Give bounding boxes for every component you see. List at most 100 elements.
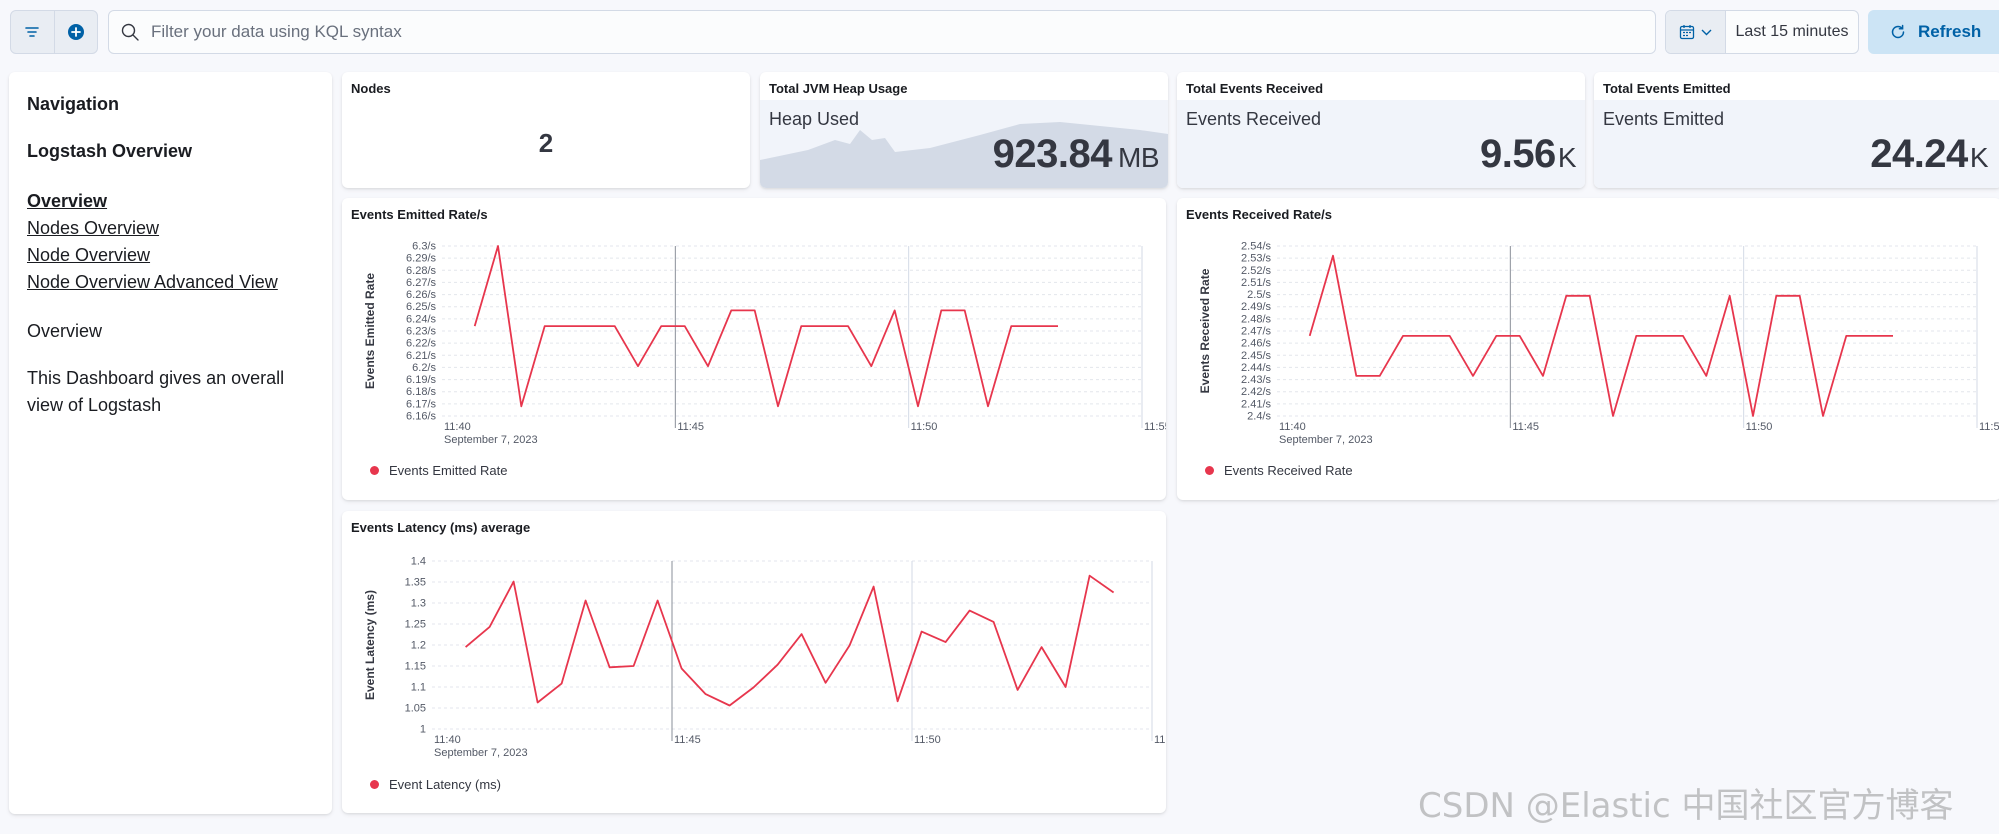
heap-value: 923.84 [992, 132, 1113, 176]
search-icon [121, 23, 139, 41]
y-tick-label: 2.41/s [1241, 398, 1271, 410]
heap-panel: Total JVM Heap Usage Heap Used 923.84 MB [760, 72, 1168, 188]
legend-label: Event Latency (ms) [389, 777, 501, 792]
latency-panel: Events Latency (ms) average 1 1.05 1.1 1.15… [342, 511, 1166, 813]
nav-link-node-overview[interactable]: Node Overview [27, 245, 151, 265]
y-tick-label: 6.28/s [406, 265, 436, 277]
filter-icon [25, 27, 40, 37]
y-tick-label: 6.22/s [406, 338, 436, 350]
metric-value: 923.84 MB [992, 132, 1160, 177]
x-tick-label: 11:40 [1279, 421, 1306, 433]
panel-title: Total Events Received [1186, 81, 1324, 96]
x-tick-label: 11:50 [911, 421, 938, 433]
chart-legend[interactable]: Events Emitted Rate [370, 463, 508, 478]
nodes-value: 2 [538, 128, 554, 158]
y-tick-label: 2.51/s [1241, 277, 1271, 289]
y-tick-label: 2.4/s [1247, 411, 1271, 423]
metric-background [1177, 100, 1585, 188]
chart-legend[interactable]: Event Latency (ms) [370, 777, 501, 792]
emitted-unit: K [1969, 142, 1989, 173]
emitted-rate-chart: 6.16/s6.17/s6.18/s6.19/s6.2/s6.21/s6.22/… [363, 241, 1166, 447]
x-tick-label: 11:45 [674, 734, 701, 746]
y-tick-label: 1.35 [405, 577, 426, 589]
x-tick-label: 11:50 [914, 734, 941, 746]
series-line[interactable] [473, 245, 1058, 408]
y-tick-label: 6.19/s [406, 374, 436, 386]
refresh-button[interactable]: Refresh [1868, 10, 1999, 54]
date-range-label[interactable]: Last 15 minutes [1735, 23, 1849, 40]
metric-value: 24.24K [1870, 132, 1988, 177]
y-tick-label: 1.4 [411, 556, 426, 568]
chevron-down-icon [1701, 29, 1712, 35]
x-tick-label: 11:55 [1979, 421, 1999, 433]
y-tick-label: 6.29/s [406, 253, 436, 265]
y-tick-label: 6.21/s [406, 350, 436, 362]
y-tick-label: 1.1 [411, 682, 426, 694]
x-tick-sublabel: September 7, 2023 [1279, 434, 1373, 446]
heap-unit: MB [1118, 142, 1160, 173]
emitted-value: 24.24 [1870, 132, 1968, 176]
navigation-subtitle: Logstash Overview [27, 141, 193, 161]
received-unit: K [1557, 142, 1577, 173]
y-tick-label: 2.46/s [1241, 338, 1271, 350]
y-tick-label: 6.26/s [406, 289, 436, 301]
x-tick-label: 11:40 [444, 421, 471, 433]
y-tick-label: 2.49/s [1241, 301, 1271, 313]
navigation-panel: Navigation Logstash Overview Overview No… [9, 72, 332, 814]
x-tick-label: 11:55 [1154, 734, 1166, 746]
y-axis-label: Event Latency (ms) [363, 590, 377, 700]
dashboard-description: This Dashboard gives an overall view of … [27, 368, 285, 415]
y-tick-label: 2.44/s [1241, 362, 1271, 374]
panel-title: Events Latency (ms) average [351, 520, 531, 535]
chart-legend[interactable]: Events Received Rate [1205, 463, 1353, 478]
panel-title: Total JVM Heap Usage [769, 81, 908, 96]
y-tick-label: 2.54/s [1241, 241, 1271, 253]
y-tick-label: 6.18/s [406, 386, 436, 398]
filter-controls [10, 10, 98, 54]
y-tick-label: 1.05 [405, 703, 426, 715]
query-bar: Last 15 minutes Refresh [0, 0, 1999, 64]
x-tick-label: 11:45 [1512, 421, 1539, 433]
y-tick-label: 1.2 [411, 640, 426, 652]
y-tick-label: 1.25 [405, 619, 426, 631]
y-tick-label: 6.3/s [412, 241, 436, 253]
y-tick-label: 6.17/s [406, 398, 436, 410]
x-tick-label: 11:40 [434, 734, 461, 746]
latency-chart: 1 1.05 1.1 1.15 1.2 1.25 1.3 1.35 1.4 11:40Septem… [363, 556, 1166, 760]
kql-search-field [108, 10, 1656, 54]
panel-title: Events Emitted Rate/s [351, 207, 488, 222]
add-filter-button[interactable] [53, 11, 97, 53]
y-tick-label: 2.48/s [1241, 313, 1271, 325]
x-tick-label: 11:45 [677, 421, 704, 433]
nav-link-overview[interactable]: Overview [27, 191, 108, 211]
navigation-links: Overview Nodes Overview Node Overview No… [27, 188, 314, 296]
y-tick-label: 6.16/s [406, 411, 436, 423]
watermark: CSDN @Elastic 中国社区官方博客 [1418, 786, 1954, 826]
legend-label: Events Received Rate [1224, 463, 1353, 478]
y-tick-label: 2.42/s [1241, 386, 1271, 398]
y-tick-label: 1.3 [411, 598, 426, 610]
series-line[interactable] [465, 574, 1115, 707]
kql-search-input[interactable] [151, 22, 1601, 42]
nav-link-nodes-overview[interactable]: Nodes Overview [27, 218, 160, 238]
y-tick-label: 2.43/s [1241, 374, 1271, 386]
y-tick-label: 2.52/s [1241, 265, 1271, 277]
y-tick-label: 6.24/s [406, 313, 436, 325]
x-tick-label: 11:50 [1746, 421, 1773, 433]
received-rate-panel: Events Received Rate/s 2.4/s 2.41/s 2.42/s… [1177, 198, 1999, 500]
date-picker: Last 15 minutes [1665, 10, 1859, 54]
nav-link-node-overview-advanced[interactable]: Node Overview Advanced View [27, 272, 278, 292]
x-tick-sublabel: September 7, 2023 [444, 434, 538, 446]
received-rate-chart: 2.4/s2.41/s2.42/s2.43/s2.44/s2.45/s2.46/… [1198, 241, 1999, 447]
section-heading: Overview [27, 321, 103, 341]
calendar-icon [1679, 25, 1695, 40]
series-line[interactable] [1308, 254, 1893, 417]
filter-menu-button[interactable] [11, 11, 54, 53]
y-axis-label: Events Emitted Rate [363, 273, 377, 389]
y-tick-label: 2.47/s [1241, 326, 1271, 338]
panel-title: Total Events Emitted [1603, 81, 1731, 96]
metric-value: 9.56K [1480, 132, 1577, 177]
panel-title: Nodes [351, 81, 391, 96]
legend-swatch [1205, 466, 1214, 475]
quick-select-button[interactable] [1666, 11, 1726, 53]
